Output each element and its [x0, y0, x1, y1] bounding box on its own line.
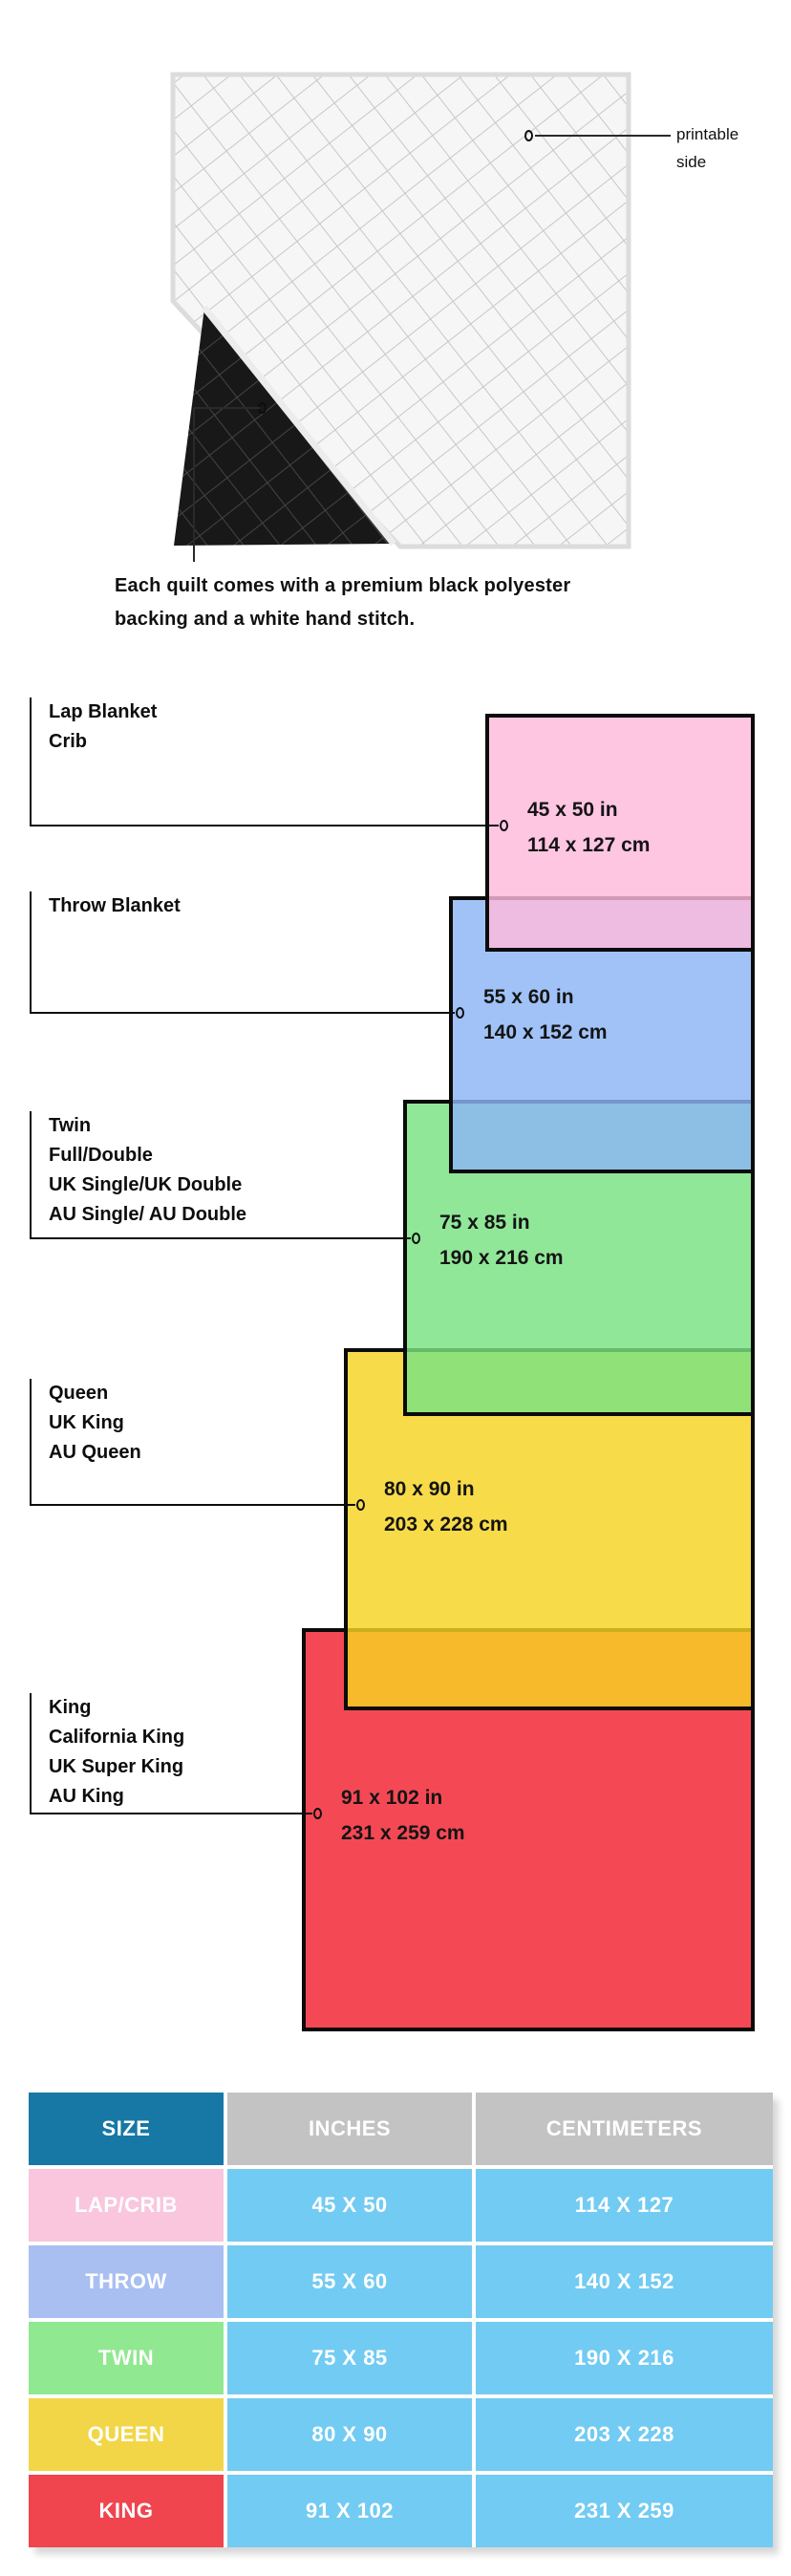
size-label-queen: Queen UK King AU Queen — [49, 1379, 141, 1468]
dim-throw-cm: 140 x 152 cm — [483, 1021, 608, 1043]
dim-king-inches: 91 x 102 in — [341, 1787, 443, 1809]
quilt-photo — [170, 72, 631, 549]
table-row-twin-cm: 190 X 216 — [476, 2322, 773, 2394]
dim-king: 91 x 102 in 231 x 259 cm — [341, 1780, 465, 1851]
table-row-queen-inches: 80 X 90 — [227, 2398, 472, 2471]
table-header-size: SIZE — [29, 2093, 224, 2165]
size-label-twin-line1: Twin — [49, 1115, 92, 1136]
size-label-lap-line2: Crib — [49, 731, 87, 752]
hero-caption-line1: Each quilt comes with a premium black po… — [115, 575, 571, 596]
dim-twin: 75 x 85 in 190 x 216 cm — [439, 1205, 564, 1276]
leader-queen-h — [30, 1504, 355, 1506]
hero-caption-line2: backing and a white hand stitch. — [115, 609, 416, 630]
size-label-twin-line2: Full/Double — [49, 1145, 153, 1166]
dim-queen-inches: 80 x 90 in — [384, 1478, 475, 1500]
table-row-king-label: KING — [29, 2475, 224, 2547]
table-row-lap-label: LAP/CRIB — [29, 2169, 224, 2242]
printable-side-label: printable side — [676, 120, 738, 176]
table-row-king-inches: 91 X 102 — [227, 2475, 472, 2547]
table-row-king-cm: 231 X 259 — [476, 2475, 773, 2547]
table-row-throw-cm: 140 X 152 — [476, 2245, 773, 2318]
dim-lap-cm: 114 x 127 cm — [527, 834, 651, 856]
table-header-inches: INCHES — [227, 2093, 472, 2165]
size-label-twin-line3: UK Single/UK Double — [49, 1174, 243, 1195]
table-row-lap-inches: 45 X 50 — [227, 2169, 472, 2242]
size-label-king-line1: King — [49, 1697, 92, 1718]
leader-queen-v — [30, 1379, 32, 1505]
size-label-throw: Throw Blanket — [49, 891, 181, 921]
size-label-lap: Lap Blanket Crib — [49, 698, 157, 757]
black-backing-leader-h — [194, 407, 260, 409]
dim-queen-cm: 203 x 228 cm — [384, 1513, 508, 1535]
size-label-lap-line1: Lap Blanket — [49, 701, 158, 722]
leader-twin-h — [30, 1237, 411, 1239]
dim-twin-inches: 75 x 85 in — [439, 1212, 530, 1234]
leader-twin-v — [30, 1111, 32, 1238]
leader-king-marker — [313, 1808, 322, 1819]
printable-side-marker — [524, 130, 533, 141]
leader-king-v — [30, 1693, 32, 1814]
quilt-front — [170, 72, 631, 549]
size-label-queen-line2: UK King — [49, 1412, 124, 1433]
leader-throw-h — [30, 1012, 455, 1014]
size-label-queen-line3: AU Queen — [49, 1442, 141, 1463]
black-backing-leader-v — [193, 408, 195, 562]
dim-king-cm: 231 x 259 cm — [341, 1822, 465, 1844]
dim-twin-cm: 190 x 216 cm — [439, 1247, 564, 1269]
leader-king-h — [30, 1813, 312, 1814]
table-row-queen-cm: 203 X 228 — [476, 2398, 773, 2471]
table-row-lap-cm: 114 X 127 — [476, 2169, 773, 2242]
size-label-king-line3: UK Super King — [49, 1756, 184, 1777]
size-label-queen-line1: Queen — [49, 1383, 109, 1404]
leader-lap-h — [30, 825, 499, 826]
table-header-centimeters: CENTIMETERS — [476, 2093, 773, 2165]
dim-lap-inches: 45 x 50 in — [527, 799, 618, 821]
table-row-twin-label: TWIN — [29, 2322, 224, 2394]
dim-lap: 45 x 50 in 114 x 127 cm — [527, 792, 650, 863]
size-label-throw-line1: Throw Blanket — [49, 895, 181, 916]
leader-throw-marker — [456, 1007, 464, 1019]
size-table: SIZE INCHES CENTIMETERS LAP/CRIB 45 X 50… — [29, 2093, 773, 2547]
table-row-twin-inches: 75 X 85 — [227, 2322, 472, 2394]
hero-caption: Each quilt comes with a premium black po… — [115, 569, 570, 636]
dim-throw: 55 x 60 in 140 x 152 cm — [483, 979, 608, 1050]
printable-side-label-line2: side — [676, 153, 707, 171]
size-rect-lap — [485, 714, 755, 952]
leader-throw-v — [30, 891, 32, 1013]
leader-twin-marker — [412, 1233, 420, 1244]
table-row-queen-label: QUEEN — [29, 2398, 224, 2471]
fold-binding — [202, 305, 396, 547]
size-label-king-line4: AU King — [49, 1786, 124, 1807]
printable-side-label-line1: printable — [676, 125, 739, 143]
dim-queen: 80 x 90 in 203 x 228 cm — [384, 1471, 508, 1542]
printable-side-leader — [535, 135, 671, 137]
dim-throw-inches: 55 x 60 in — [483, 986, 574, 1008]
quilt-black-backing — [174, 308, 394, 546]
table-row-throw-label: THROW — [29, 2245, 224, 2318]
leader-lap-v — [30, 698, 32, 826]
size-label-twin: Twin Full/Double UK Single/UK Double AU … — [49, 1111, 246, 1230]
leader-lap-marker — [500, 820, 508, 831]
size-label-king-line2: California King — [49, 1727, 185, 1748]
table-row-throw-inches: 55 X 60 — [227, 2245, 472, 2318]
leader-queen-marker — [356, 1499, 365, 1511]
size-label-twin-line4: AU Single/ AU Double — [49, 1204, 247, 1225]
size-label-king: King California King UK Super King AU Ki… — [49, 1693, 184, 1812]
